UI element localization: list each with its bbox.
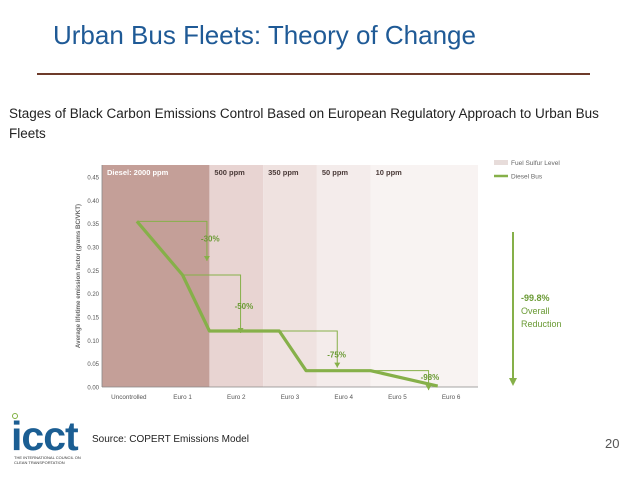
- reduction-label: -98%: [421, 373, 440, 382]
- sulfur-band: [370, 165, 478, 387]
- y-tick-label: 0.05: [87, 362, 99, 368]
- emissions-chart: Diesel: 2000 ppm 500 ppm 350 ppm 50 ppm 10 p…: [70, 155, 610, 410]
- logo-dot-icon: [12, 413, 18, 419]
- step-connector: [279, 330, 338, 368]
- x-tick-label: Euro 1: [173, 394, 192, 401]
- y-axis-label: Average lifetime emission factor (grams …: [75, 204, 82, 348]
- y-tick-label: 0.35: [87, 222, 99, 228]
- sulfur-level-label: Diesel: 2000 ppm: [107, 168, 169, 177]
- source-note: Source: COPERT Emissions Model: [92, 434, 249, 445]
- sulfur-band: [316, 165, 371, 387]
- y-tick-label: 0.15: [87, 316, 99, 322]
- sulfur-level-label: 350 ppm: [268, 168, 299, 177]
- step-connector: [182, 274, 242, 333]
- sulfur-band: [102, 165, 210, 387]
- x-tick-label: Euro 3: [281, 394, 300, 401]
- step-connector-arrowhead: [425, 385, 432, 391]
- y-tick-label: 0.30: [87, 246, 99, 252]
- legend-label: Diesel Bus: [511, 174, 543, 181]
- y-tick-label: 0.10: [87, 339, 99, 345]
- step-connector: [136, 220, 208, 261]
- sulfur-level-label: 500 ppm: [214, 168, 245, 177]
- y-tick-label: 0.45: [87, 176, 99, 182]
- x-tick-label: Euro 4: [334, 394, 353, 401]
- y-tick-label: 0.00: [87, 386, 99, 392]
- legend-label: Fuel Sulfur Level: [511, 160, 560, 167]
- overall-pct-label: -99.8%: [521, 293, 550, 303]
- sulfur-level-label: 50 ppm: [322, 168, 349, 177]
- y-tick-label: 0.40: [87, 199, 99, 205]
- reduction-label: -50%: [235, 302, 254, 311]
- step-connector-arrowhead: [203, 256, 210, 261]
- step-connector-arrowhead: [334, 362, 341, 368]
- overall-label: Overall: [521, 306, 550, 316]
- slide-subtitle: Stages of Black Carbon Emissions Control…: [9, 106, 599, 141]
- slide-title: Urban Bus Fleets: Theory of Change: [53, 20, 476, 50]
- sulfur-band: [209, 165, 264, 387]
- icct-logo: icct: [11, 413, 79, 459]
- title-underline: [37, 73, 590, 75]
- sulfur-level-label: 10 ppm: [376, 168, 403, 177]
- reduction-label: -30%: [201, 234, 220, 243]
- y-tick-label: 0.20: [87, 292, 99, 298]
- x-tick-label: Uncontrolled: [111, 394, 147, 401]
- logo-tagline: THE INTERNATIONAL COUNCIL ON CLEAN TRANS…: [14, 455, 81, 465]
- page-number: 20: [605, 436, 620, 451]
- overall-arrowhead: [509, 378, 517, 386]
- x-tick-label: Euro 6: [442, 394, 461, 401]
- reduction-word-label: Reduction: [521, 319, 562, 329]
- legend-swatch-sulfur: [494, 160, 508, 165]
- x-tick-label: Euro 5: [388, 394, 407, 401]
- reduction-label: -75%: [327, 351, 346, 360]
- y-tick-label: 0.25: [87, 269, 99, 275]
- chart-svg: Diesel: 2000 ppm 500 ppm 350 ppm 50 ppm 10 p…: [75, 160, 562, 401]
- x-tick-label: Euro 2: [227, 394, 246, 401]
- diesel-bus-line: [135, 220, 439, 388]
- sulfur-band: [263, 165, 317, 387]
